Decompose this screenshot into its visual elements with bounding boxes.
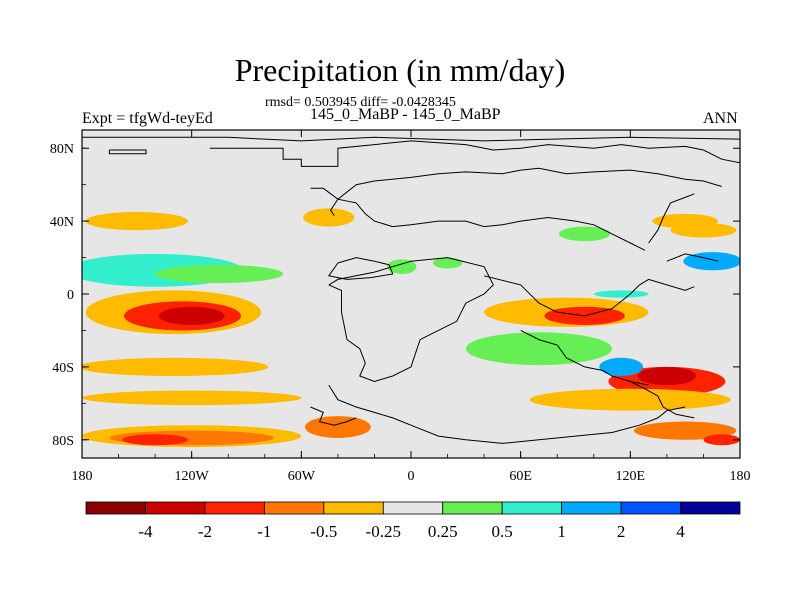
x-tick-label: 180 — [730, 469, 751, 484]
colorbar-label: -0.5 — [310, 522, 337, 541]
coastline-segment-1 — [108, 149, 147, 155]
y-tick-label: 40S — [52, 361, 74, 376]
precip-region-north-pacific-band — [85, 212, 189, 231]
colorbar-label: -4 — [138, 522, 153, 541]
colorbar-label: 0.25 — [428, 522, 458, 541]
precip-region-south-dry-diagonal-core — [637, 366, 697, 386]
x-tick-label: 120W — [175, 469, 210, 484]
coastline-segment-9 — [328, 384, 686, 444]
precip-region-south-wet-diagonal — [599, 357, 644, 376]
precip-region-north-atlantic-band — [303, 208, 355, 227]
colorbar-box — [145, 501, 206, 515]
precip-region-central-wet-patch-2 — [432, 257, 463, 269]
coastline-segment-13 — [630, 381, 695, 419]
precip-region-equatorial-dry-center — [158, 306, 225, 325]
y-tick-label: 0 — [67, 288, 74, 303]
precip-region-southern-ocean-band-1 — [82, 357, 269, 376]
precip-region-south-east-polar — [633, 421, 737, 440]
coastline-segment-2 — [209, 140, 740, 167]
colorbar-label: -2 — [198, 522, 212, 541]
coastline-segment-12 — [666, 253, 719, 262]
coastline-segment-8 — [520, 329, 649, 386]
colorbar-label: 2 — [617, 522, 626, 541]
x-tick-label: 180 — [72, 469, 93, 484]
chart-subtitle: 145_0_MaBP - 145_0_MaBP — [310, 106, 501, 123]
precip-region-south-atlantic-patch — [304, 416, 371, 438]
precip-region-southern-ocean-band-2 — [82, 390, 302, 406]
coastline-outline — [82, 136, 740, 444]
precip-region-south-east-band — [529, 388, 731, 411]
colorbar-box — [85, 501, 146, 515]
precip-region-north-pacific-wet-east — [155, 264, 284, 284]
coastline-segment-6 — [328, 257, 494, 383]
precip-region-east-dry-band — [652, 213, 719, 229]
precip-region-tethys-outer — [465, 332, 613, 366]
coastline-segment-11 — [648, 193, 695, 244]
colorbar-label: -0.25 — [366, 522, 401, 541]
colorbar-label: 0.5 — [492, 522, 513, 541]
colorbar: -4 -2 -1 -0.5 -0.25 0.25 0.5 1 2 4 — [85, 501, 741, 541]
colorbar-box — [204, 501, 265, 515]
colorbar-label: 1 — [557, 522, 566, 541]
y-tick-label: 40N — [50, 215, 74, 230]
colorbar-box — [561, 501, 622, 515]
colorbar-box — [680, 501, 741, 515]
precip-field — [82, 130, 740, 458]
y-tick-label: 80S — [52, 434, 74, 449]
colorbar-box — [620, 501, 681, 515]
colorbar-box — [323, 501, 384, 515]
precip-region-asia-wet-patch — [559, 226, 611, 242]
x-tick-label: 60W — [288, 469, 316, 484]
x-tick-label: 0 — [408, 469, 415, 484]
precip-region-south-pacific-polar-center — [122, 434, 189, 446]
precip-region-central-wet-patch — [387, 259, 417, 274]
coastline-segment-7 — [483, 275, 695, 317]
coastline-segment-3 — [329, 167, 722, 216]
coastline-segment-0 — [82, 136, 740, 142]
x-tick-label: 60E — [509, 469, 532, 484]
precip-region-equatorial-wet-patch — [593, 290, 649, 298]
colorbar-label: -1 — [257, 522, 271, 541]
colorbar-label: 4 — [676, 522, 685, 541]
chart-title: Precipitation (in mm/day) — [234, 52, 566, 88]
colorbar-box — [382, 501, 444, 515]
experiment-label: Expt = tfgWd-teyEd — [82, 110, 213, 127]
colorbar-box — [501, 501, 563, 515]
colorbar-box — [442, 501, 503, 515]
chart-stats: rmsd= 0.503945 diff= -0.0428345 — [265, 95, 456, 110]
axes: 180 120W 60W 0 60E 120E 180 80N 40N 0 40S 80S — [50, 130, 751, 484]
season-label: ANN — [703, 110, 738, 127]
colorbar-box — [263, 501, 325, 515]
coastline-segment-10 — [310, 406, 357, 426]
precip-region-south-east-polar-core — [703, 434, 740, 446]
x-tick-label: 120E — [616, 469, 646, 484]
coastline-segment-5 — [327, 257, 394, 280]
y-tick-label: 80N — [50, 142, 74, 157]
coastline-segment-4 — [310, 187, 646, 251]
